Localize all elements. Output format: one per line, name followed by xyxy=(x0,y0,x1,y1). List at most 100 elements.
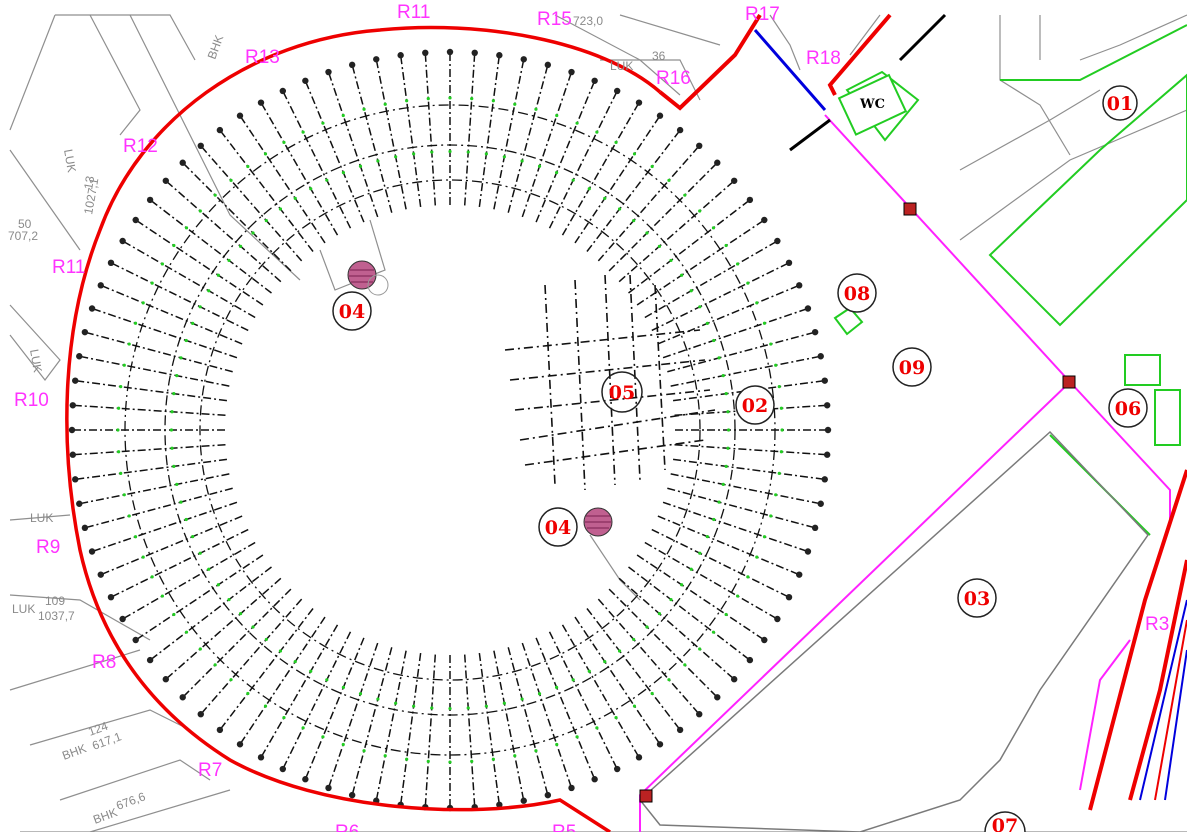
row-marker-dot xyxy=(575,735,579,739)
row-marker-dot xyxy=(150,281,154,285)
row-end-post xyxy=(88,548,96,555)
label-r12: R12 xyxy=(123,136,158,157)
row-marker-dot xyxy=(448,760,452,764)
seating-row-line xyxy=(260,102,339,236)
seating-row-line xyxy=(463,654,476,808)
row-marker-dot xyxy=(470,759,474,763)
row-marker-dot xyxy=(172,464,176,468)
seating-row-line xyxy=(535,80,596,223)
row-marker-dot xyxy=(448,149,452,154)
row-end-post xyxy=(544,791,552,799)
row-marker-dot xyxy=(595,130,599,134)
row-marker-dot xyxy=(721,482,725,486)
seating-row-line xyxy=(493,650,525,801)
seating-row-line xyxy=(375,59,407,210)
seating-row-line xyxy=(618,577,735,680)
row-marker-dot xyxy=(405,757,409,761)
row-end-post xyxy=(746,656,754,664)
row-marker-dot xyxy=(513,754,517,758)
row-marker-dot xyxy=(689,567,693,571)
row-marker-dot xyxy=(669,597,673,602)
seating-row-line xyxy=(424,654,437,808)
row-end-post xyxy=(107,259,115,267)
row-end-post xyxy=(397,52,404,59)
zone-05: 05 xyxy=(601,371,643,413)
row-marker-dot xyxy=(175,482,179,486)
seating-row-line xyxy=(548,631,618,770)
row-end-post xyxy=(162,676,170,683)
ring-row xyxy=(164,144,736,716)
row-marker-dot xyxy=(534,107,538,111)
seating-row-line xyxy=(79,473,230,505)
row-end-post xyxy=(824,426,832,434)
marker-04-south xyxy=(583,507,613,537)
seating-row-line xyxy=(84,487,233,529)
row-marker-dot xyxy=(724,392,728,396)
row-end-post xyxy=(69,402,77,409)
row-marker-dot xyxy=(301,130,305,134)
wc-building: WC xyxy=(837,73,908,136)
row-end-post xyxy=(162,177,170,184)
seating-row-line xyxy=(327,71,379,218)
row-marker-dot xyxy=(238,612,243,616)
label-r18: R18 xyxy=(806,48,841,69)
row-marker-dot xyxy=(175,374,179,378)
parcel-num-36: 36 xyxy=(652,49,666,63)
row-end-post xyxy=(257,99,265,106)
seating-row-line xyxy=(586,608,681,731)
row-marker-dot xyxy=(448,96,452,100)
row-marker-dot xyxy=(184,517,188,522)
row-end-post xyxy=(613,765,621,773)
label-r16: R16 xyxy=(656,68,691,89)
row-end-post xyxy=(119,237,126,245)
row-end-post xyxy=(696,710,703,718)
seating-row-line xyxy=(219,129,314,252)
zone-08: 08 xyxy=(837,273,877,313)
row-end-post xyxy=(76,500,83,507)
zone-01: 01 xyxy=(1102,85,1138,121)
row-marker-dot xyxy=(309,669,313,673)
row-marker-dot xyxy=(779,406,783,410)
row-end-post xyxy=(656,112,664,119)
row-end-post xyxy=(216,726,224,734)
seating-row-line xyxy=(351,64,393,213)
row-marker-dot xyxy=(122,493,126,497)
parcel-lines xyxy=(9,14,1187,832)
row-marker-dot xyxy=(227,597,231,602)
seating-row-line xyxy=(72,404,226,417)
row-marker-dot xyxy=(466,150,470,154)
row-marker-dot xyxy=(150,575,154,579)
seating-row-line xyxy=(507,647,549,796)
seating-row-line xyxy=(72,443,226,456)
parcel-num-723: 723,0 xyxy=(573,14,603,28)
row-marker-dot xyxy=(571,678,575,682)
row-marker-dot xyxy=(537,692,542,696)
row-end-post xyxy=(446,48,454,56)
zone-06: 06 xyxy=(1108,388,1148,428)
seating-row-line xyxy=(149,199,272,294)
seating-row-line xyxy=(667,331,816,373)
row-marker-dot xyxy=(282,140,286,144)
row-end-post xyxy=(496,52,503,59)
row-marker-dot xyxy=(711,630,716,634)
seating-row-line xyxy=(399,652,422,805)
row-end-post xyxy=(520,56,527,63)
row-marker-dot xyxy=(376,697,380,701)
row-marker-dot xyxy=(534,749,538,753)
row-marker-dot xyxy=(394,155,398,159)
row-marker-dot xyxy=(341,685,346,689)
seating-row-line xyxy=(182,162,292,272)
row-marker-dot xyxy=(769,514,773,518)
row-marker-dot xyxy=(263,152,268,156)
parcel-luk-2: LUK xyxy=(27,348,45,373)
zone-02: 02 xyxy=(735,385,775,425)
row-marker-dot xyxy=(184,630,189,634)
row-marker-dot xyxy=(362,107,366,111)
row-end-post xyxy=(568,784,575,792)
survey-markers xyxy=(639,202,1076,803)
row-marker-dot xyxy=(470,97,474,101)
row-end-post xyxy=(302,776,309,783)
row-marker-dot xyxy=(172,612,176,617)
row-end-post xyxy=(97,571,104,578)
row-marker-dot xyxy=(278,207,283,211)
